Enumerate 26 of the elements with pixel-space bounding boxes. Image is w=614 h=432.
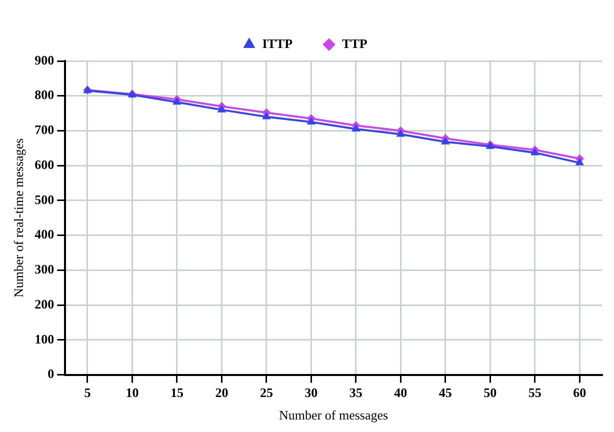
y-tick-label: 100	[34, 331, 54, 346]
x-tick-label: 5	[84, 384, 92, 400]
x-axis-title: Number of messages	[279, 408, 388, 423]
x-tick-label: 30	[304, 384, 318, 400]
y-tick-label: 0	[48, 366, 54, 382]
x-tick-label: 45	[438, 384, 452, 400]
y-axis-title: Number of real-time messages	[11, 138, 26, 298]
legend-label: TTP	[342, 36, 368, 51]
x-tick-label: 10	[126, 384, 139, 400]
x-tick-label: 15	[170, 384, 184, 400]
y-tick-label: 900	[34, 52, 54, 68]
y-tick-label: 200	[34, 296, 54, 312]
y-tick-label: 500	[34, 192, 54, 207]
y-tick-label: 600	[34, 156, 54, 172]
legend-label: ITTP	[262, 36, 293, 51]
y-tick-label: 800	[34, 87, 54, 102]
x-tick-label: 50	[484, 384, 497, 400]
x-tick-label: 40	[394, 384, 408, 400]
x-tick-label: 25	[260, 384, 274, 400]
x-tick-label: 20	[215, 384, 228, 400]
x-tick-label: 35	[349, 384, 363, 400]
y-tick-label: 700	[34, 122, 54, 138]
y-tick-label: 400	[34, 226, 54, 242]
x-tick-label: 60	[573, 384, 586, 400]
y-tick-label: 300	[34, 262, 54, 277]
x-tick-label: 55	[528, 384, 542, 400]
